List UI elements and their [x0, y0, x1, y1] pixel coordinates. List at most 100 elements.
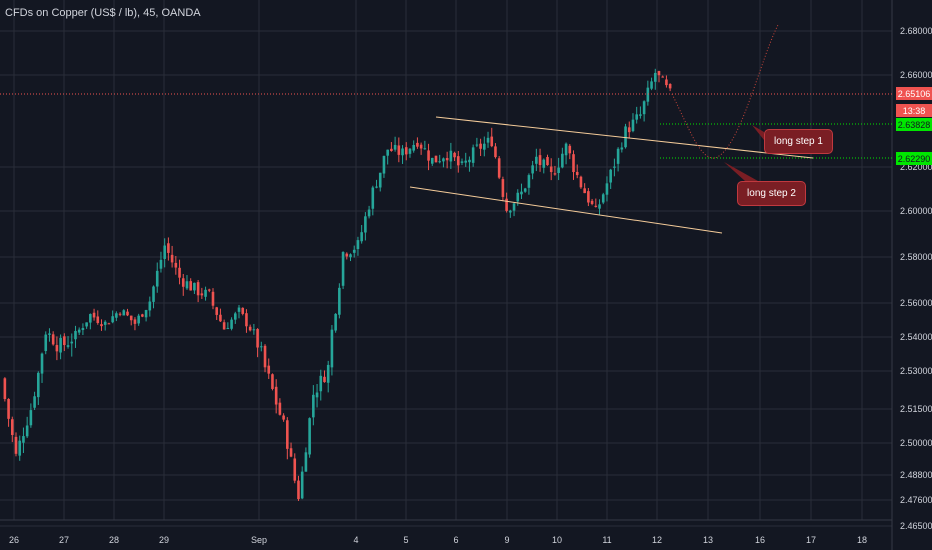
candle-body — [364, 216, 367, 233]
candle-body — [393, 144, 397, 150]
time-axis-label: 27 — [59, 535, 69, 545]
candle-body — [74, 330, 77, 340]
candle-body — [360, 232, 363, 242]
candle-body — [352, 249, 356, 253]
candle-body — [631, 119, 635, 132]
candle-body — [126, 311, 129, 316]
candle-body — [594, 205, 598, 207]
candle-body — [497, 158, 501, 178]
candle-body — [397, 145, 401, 155]
candle-body — [456, 156, 460, 166]
candle-body — [378, 172, 382, 188]
candle-body — [520, 191, 523, 195]
candle-body — [386, 149, 389, 156]
candle-body — [293, 458, 297, 481]
candle-body — [33, 396, 36, 408]
callout-pointer-1 — [752, 125, 764, 140]
drawings — [409, 24, 814, 234]
candle-body — [568, 145, 572, 154]
candle-body — [233, 313, 237, 320]
candle-body — [100, 324, 103, 327]
callout-pointer-2 — [724, 162, 758, 181]
candle-body — [345, 253, 349, 257]
candle-body — [137, 315, 140, 324]
candle-body — [14, 436, 18, 454]
price-axis-label: 2.58000 — [900, 252, 932, 262]
candle-body — [590, 200, 594, 204]
candle-body — [583, 188, 586, 194]
annotation-long-step-2[interactable]: long step 2 — [737, 181, 806, 206]
candle-body — [471, 147, 475, 163]
current-price-tag: 2.65106 — [896, 87, 932, 100]
candle-body — [278, 402, 282, 415]
candle-body — [334, 313, 337, 331]
grid — [0, 0, 893, 550]
channel-upper-line — [435, 116, 814, 159]
price-axis-label: 2.50000 — [900, 438, 932, 448]
candle-body — [505, 198, 508, 211]
candle-body — [222, 322, 226, 330]
time-axis-label: 9 — [504, 535, 509, 545]
candle-body — [535, 156, 538, 164]
candle-body — [427, 150, 430, 161]
time-axis-label: 6 — [453, 535, 458, 545]
time-axis-label: 26 — [9, 535, 19, 545]
candle-body — [308, 418, 311, 455]
candle-body — [419, 144, 423, 149]
candle-body — [193, 282, 196, 291]
candle-body — [241, 307, 245, 314]
time-axis: 26 27 28 29 Sep 4 5 6 9 10 11 12 13 16 17 18 — [9, 535, 867, 545]
candle-body — [430, 157, 434, 164]
candle-body — [483, 143, 486, 150]
candle-body — [271, 374, 274, 389]
candle-body — [486, 137, 490, 143]
candle-body — [200, 293, 204, 296]
candle-body — [51, 334, 55, 345]
candle-body — [226, 328, 230, 330]
time-axis-label: 12 — [652, 535, 662, 545]
candle-body — [289, 448, 293, 457]
candle-body — [561, 153, 564, 168]
candle-body — [601, 194, 605, 203]
candle-body — [207, 289, 211, 291]
candle-body — [181, 278, 185, 287]
candle-body — [96, 316, 100, 323]
price-axis-label: 2.60000 — [900, 206, 932, 216]
candle-body — [479, 143, 482, 149]
candle-body — [408, 148, 412, 154]
time-axis-label: 10 — [552, 535, 562, 545]
price-axis-label: 2.53000 — [900, 366, 932, 376]
time-axis-label: 28 — [109, 535, 119, 545]
candle-body — [300, 471, 304, 499]
candle-body — [48, 333, 51, 335]
candle-body — [665, 79, 668, 86]
candle-body — [475, 144, 479, 146]
candle-body — [356, 240, 360, 250]
candle-body — [460, 161, 464, 163]
candle-body — [215, 307, 219, 315]
candle-body — [509, 210, 512, 213]
candle-body — [185, 281, 189, 289]
candle-body — [494, 146, 497, 158]
candle-body — [118, 313, 122, 315]
annotation-long-step-1[interactable]: long step 1 — [764, 129, 833, 154]
price-axis-label: 2.51500 — [900, 404, 932, 414]
candle-body — [237, 307, 241, 312]
candle-body — [144, 310, 148, 318]
price-axis-label: 2.66000 — [900, 70, 932, 80]
candle-body — [538, 155, 542, 166]
candle-body — [263, 345, 267, 368]
candle-body — [635, 114, 638, 120]
price-axis-label: 2.68000 — [900, 26, 932, 36]
candle-body — [512, 203, 516, 211]
price-axis-label: 2.48800 — [900, 470, 932, 480]
candle-body — [256, 329, 259, 348]
candle-body — [230, 319, 233, 329]
candle-body — [423, 148, 427, 150]
candle-body — [523, 188, 527, 192]
candle-body — [330, 329, 334, 368]
candle-body — [527, 175, 531, 188]
candle-body — [553, 173, 557, 175]
